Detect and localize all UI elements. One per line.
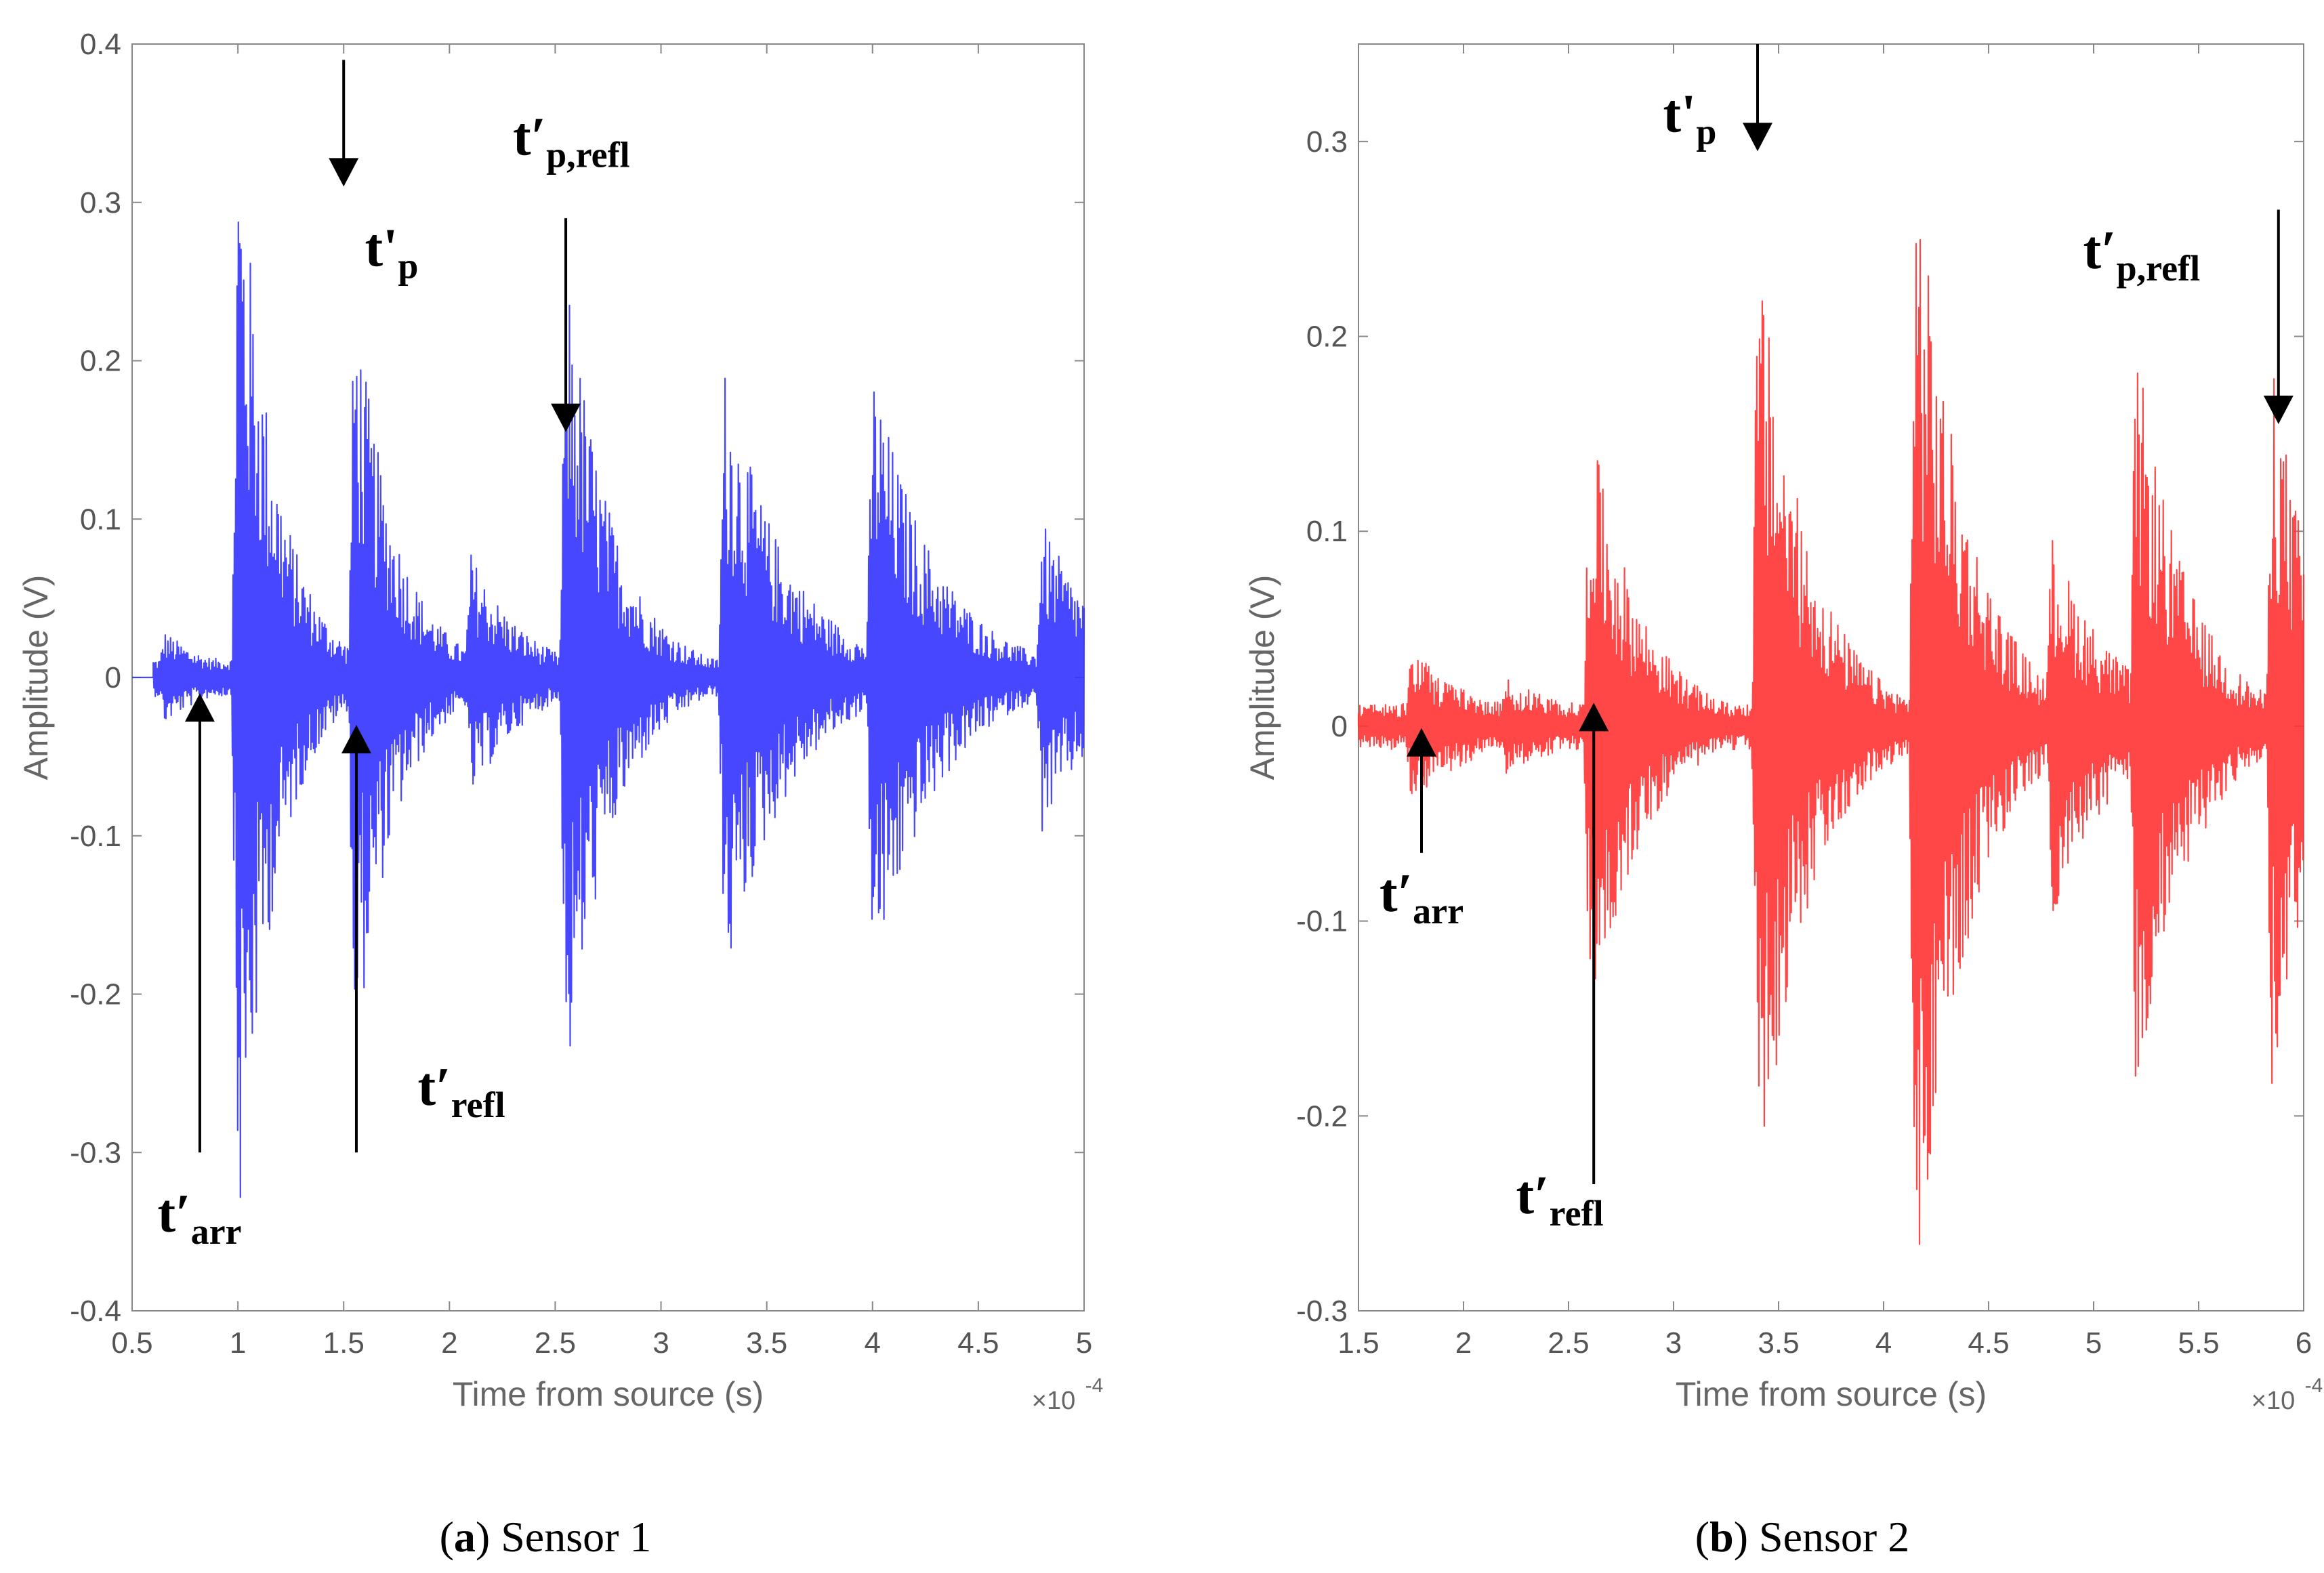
x-exponent-power: -4: [1085, 1375, 1104, 1397]
annotation-subscript: p,refl: [2117, 248, 2200, 289]
annotation-label: t'p: [1663, 84, 1717, 152]
y-tick-label: -0.2: [1296, 1099, 1348, 1133]
figure-caption: (b) Sensor 2: [1695, 1513, 1909, 1561]
x-tick-label: 5: [2086, 1326, 2102, 1360]
figure-caption: (a) Sensor 1: [440, 1513, 652, 1561]
annotation-arrow-head: [329, 158, 359, 187]
y-tick-label: 0: [105, 661, 121, 694]
x-axis-label: Time from source (s): [1676, 1375, 1987, 1413]
caption-letter: b: [1709, 1513, 1734, 1561]
y-tick-label: -0.1: [70, 820, 121, 853]
annotation-p-refl: t′p,refl: [2083, 209, 2294, 424]
x-tick-label: 1: [230, 1326, 246, 1360]
x-exponent-power: -4: [2305, 1375, 2323, 1397]
y-tick-label: -0.1: [1296, 905, 1348, 938]
chart-panel-sensor-2: 1.5 2 2.5 3 3.5 4 4.5 5 5.5 6 0.3 0.2 0.1 0 -0.1 -0.2 -0…: [1243, 43, 2323, 1561]
x-tick-label: 6: [2296, 1326, 2312, 1360]
y-tick-label: 0.3: [80, 186, 121, 219]
x-tick-label: 4: [1875, 1326, 1892, 1360]
annotation-label: t′arr: [157, 1184, 241, 1252]
annotation-subscript: p: [398, 245, 418, 286]
annotation-arrow-head: [1579, 702, 1609, 732]
annotation-arrow-head: [1743, 123, 1772, 152]
x-tick-label: 0.5: [111, 1326, 152, 1360]
signal-series-line: [132, 222, 1085, 1198]
y-tick-label: -0.2: [70, 978, 121, 1011]
x-tick-label: 3.5: [1758, 1326, 1799, 1360]
x-tick-label: 4.5: [957, 1326, 999, 1360]
x-tick-label: 2.5: [1548, 1326, 1589, 1360]
caption-text: ) Sensor 1: [476, 1513, 652, 1561]
annotation-subscript: refl: [451, 1085, 505, 1125]
x-tick-label: 3: [1665, 1326, 1682, 1360]
caption-open: (: [1695, 1513, 1709, 1561]
x-tick-label: 5: [1076, 1326, 1092, 1360]
caption-letter: a: [454, 1513, 476, 1561]
y-tick-label: 0.2: [1306, 320, 1348, 354]
x-axis-label: Time from source (s): [453, 1375, 764, 1413]
x-tick-label: 3.5: [746, 1326, 787, 1360]
y-tick-label: 0.3: [1306, 125, 1348, 159]
x-tick-label: 4.5: [1968, 1326, 2009, 1360]
annotation-arrow-head: [184, 693, 215, 722]
y-tick-label: -0.3: [70, 1136, 121, 1169]
y-axis-label: Amplitude (V): [17, 575, 55, 780]
annotation-subscript: refl: [1550, 1193, 1604, 1234]
annotation-subscript: p: [1696, 111, 1716, 152]
signal-series-line: [1357, 238, 2305, 1245]
caption-open: (: [440, 1513, 454, 1561]
annotation-arrow-head: [1407, 728, 1436, 757]
annotation-label: t′p,refl: [2083, 221, 2201, 289]
y-tick-label: 0.1: [80, 503, 121, 536]
x-exponent-label: ×10: [1032, 1387, 1075, 1415]
annotation-arrow-head: [2263, 396, 2294, 424]
y-tick-label: 0: [1331, 710, 1348, 743]
annotation-arrow-head: [341, 725, 371, 754]
x-exponent-label: ×10: [2252, 1387, 2295, 1415]
annotation-subscript: arr: [1413, 891, 1464, 931]
x-tick-label: 1.5: [1337, 1326, 1379, 1360]
x-tick-label: 2: [441, 1326, 457, 1360]
y-tick-label: 0.2: [80, 345, 121, 378]
x-tick-label: 4: [865, 1326, 881, 1360]
x-tick-label: 1.5: [323, 1326, 365, 1360]
annotation-subscript: p,refl: [546, 135, 629, 175]
caption-text: ) Sensor 2: [1734, 1513, 1910, 1561]
y-tick-label: 0.1: [1306, 515, 1348, 548]
x-tick-label: 5.5: [2178, 1326, 2219, 1360]
annotation-arrow-head: [551, 403, 581, 432]
y-axis-label: Amplitude (V): [1243, 575, 1281, 780]
x-tick-label: 2.5: [535, 1326, 576, 1360]
x-tick-label: 3: [652, 1326, 669, 1360]
y-tick-label: -0.4: [70, 1295, 121, 1328]
annotation-subscript: arr: [191, 1211, 242, 1252]
y-tick-label: 0.4: [80, 28, 121, 61]
annotation-arr: t′arr: [157, 693, 242, 1252]
y-tick-label: -0.3: [1296, 1295, 1348, 1328]
annotation-p: t'p: [1663, 44, 1772, 152]
x-tick-label: 2: [1455, 1326, 1472, 1360]
